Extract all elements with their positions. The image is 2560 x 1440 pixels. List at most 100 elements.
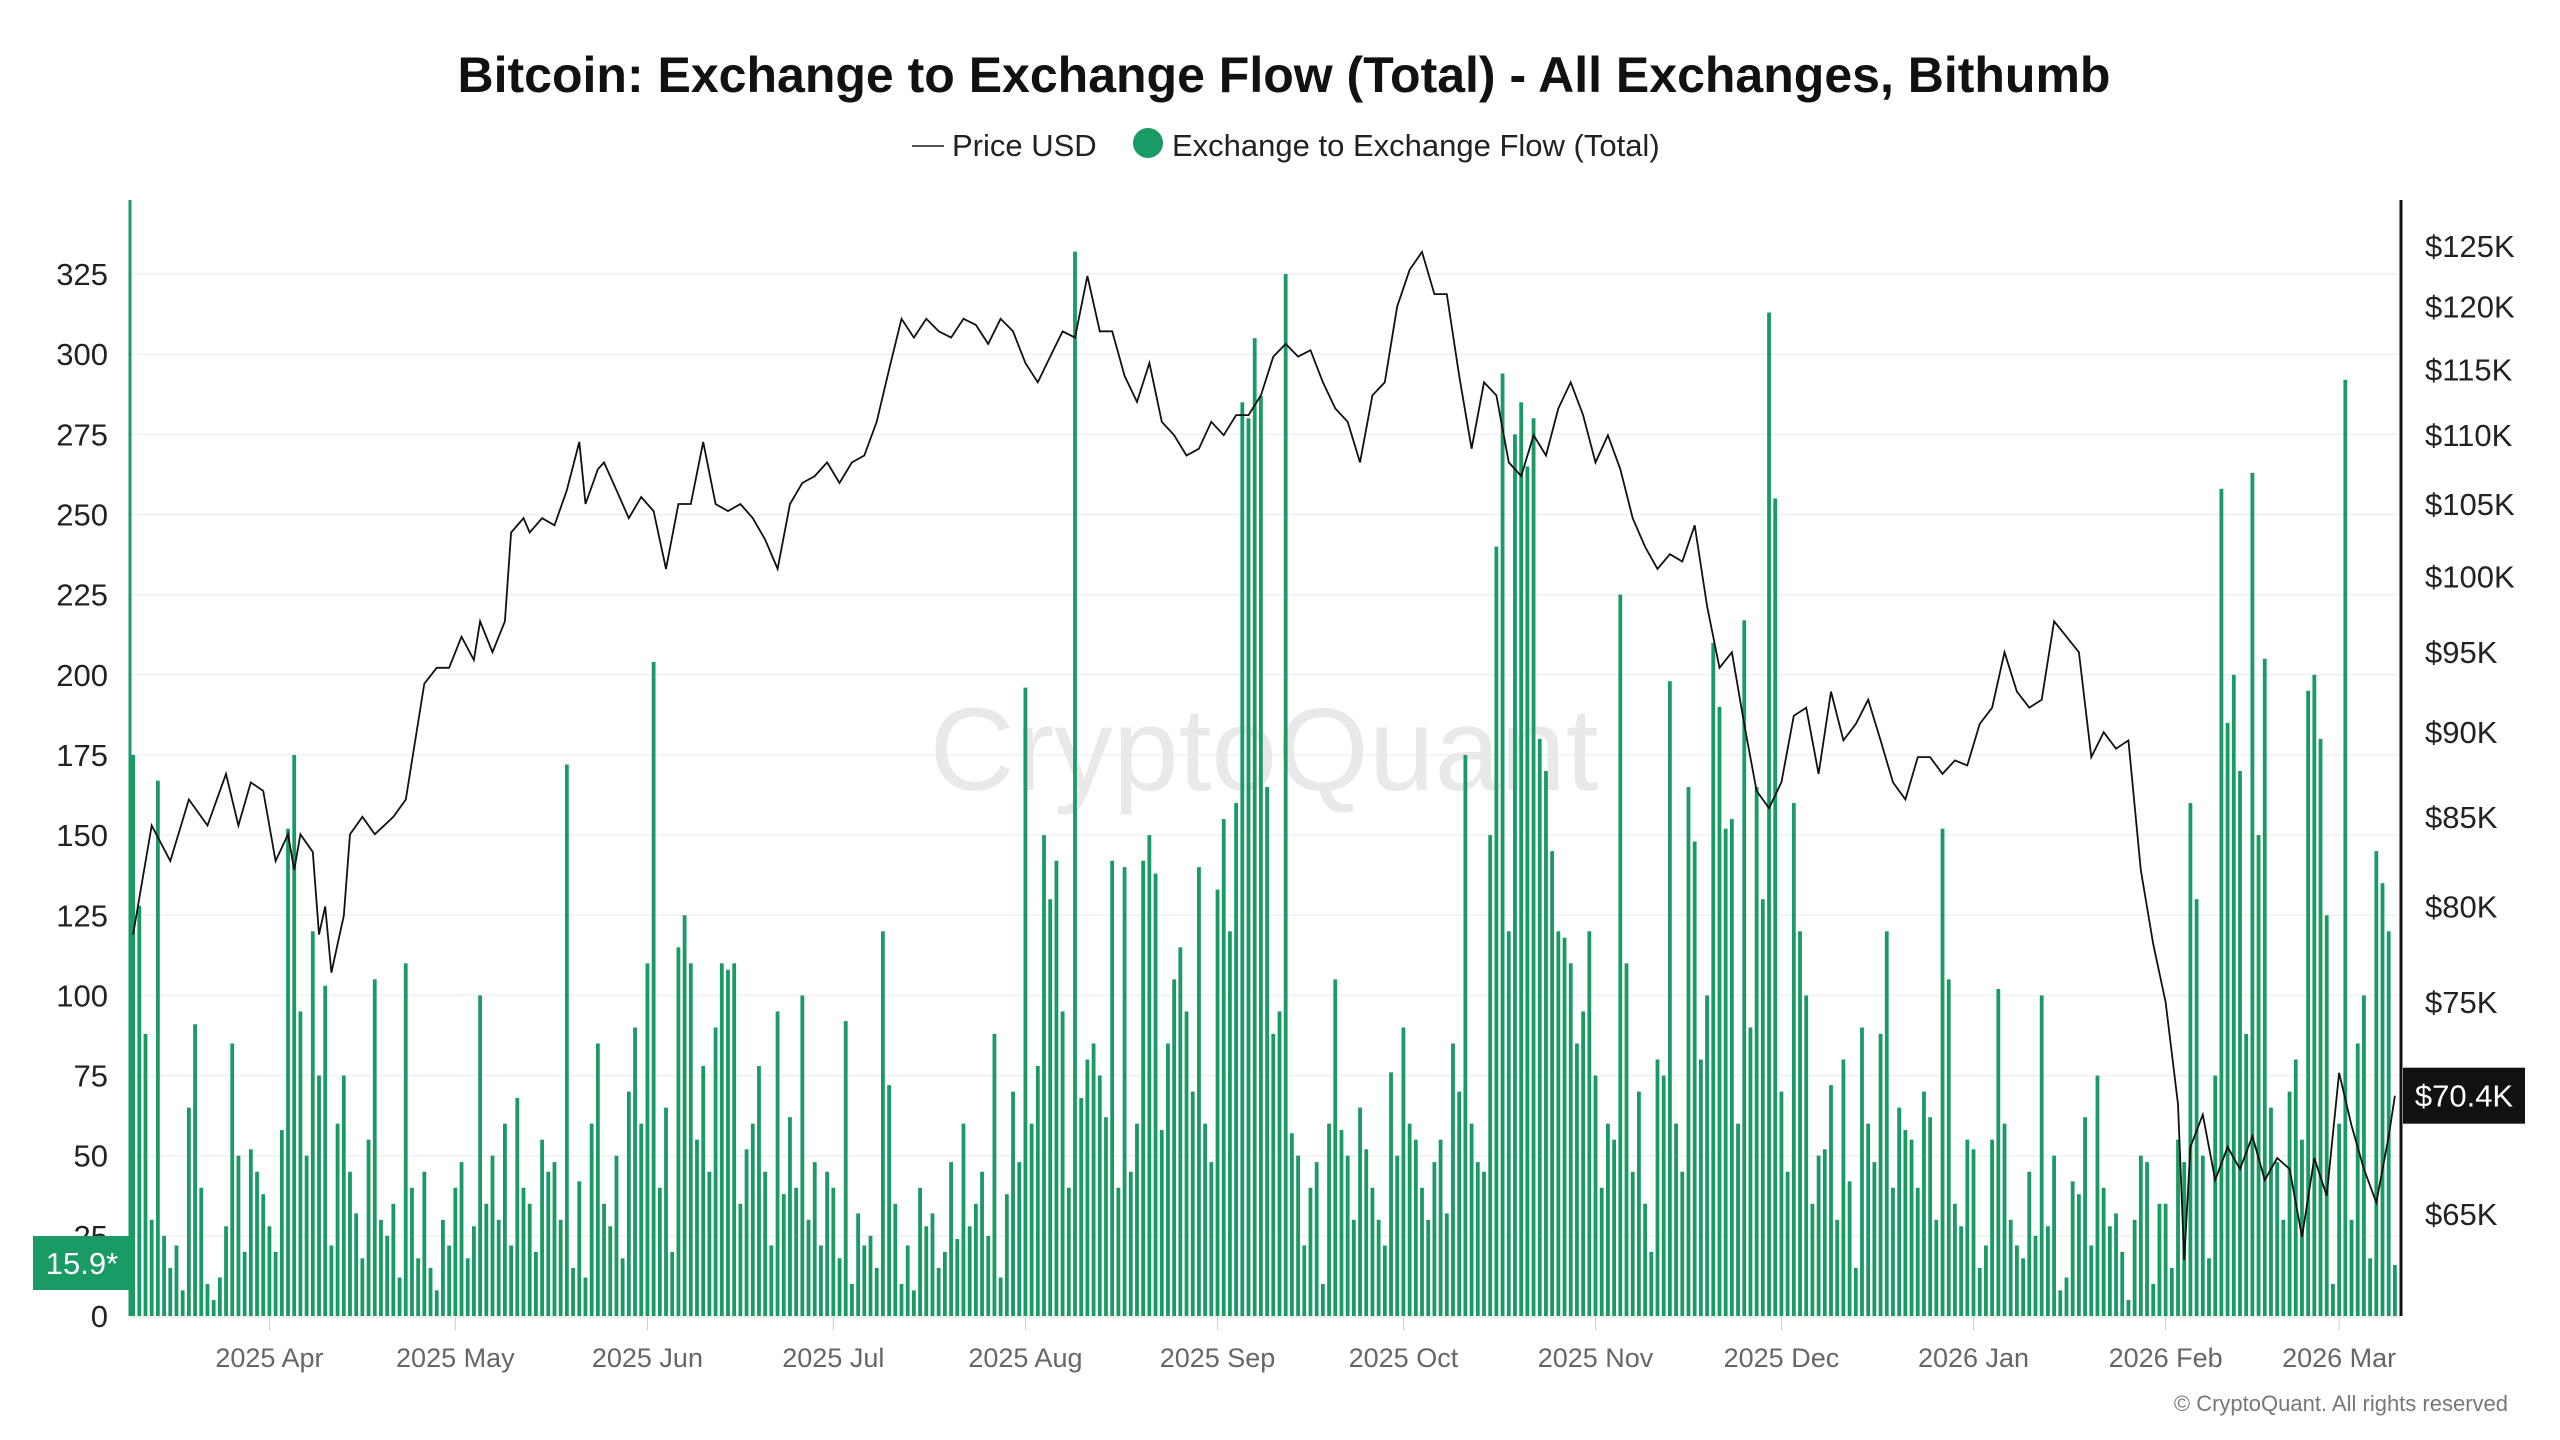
right-tick-label: $115K <box>2425 352 2513 387</box>
flow-bar <box>354 1213 359 1316</box>
flow-bar <box>2324 915 2329 1316</box>
flow-bar <box>143 1033 148 1316</box>
flow-bar <box>1618 594 1623 1316</box>
flow-bar <box>1389 1072 1393 1316</box>
flow-bar <box>2052 1155 2056 1316</box>
flow-bar <box>1042 835 1046 1316</box>
flow-bar <box>763 1171 768 1316</box>
flow-bar <box>676 947 681 1316</box>
flow-bar <box>1128 1171 1133 1316</box>
flow-bar <box>317 1075 321 1316</box>
flow-bar <box>2244 1033 2249 1316</box>
flow-bar <box>1283 274 1288 1316</box>
flow-bar <box>1017 1162 1022 1316</box>
flow-bar <box>1259 395 1263 1316</box>
right-tick-label: $125K <box>2425 229 2515 264</box>
x-tick-label: 2025 Dec <box>1724 1343 1840 1373</box>
flow-bar <box>1302 1245 1307 1316</box>
flow-bar <box>2045 1226 2050 1316</box>
flow-bar <box>1073 251 1077 1316</box>
flow-bar <box>2368 1258 2373 1316</box>
flow-bar <box>1915 1187 1920 1316</box>
flow-bar <box>527 1203 532 1316</box>
left-tick-label: 100 <box>56 978 108 1013</box>
flow-bar <box>1215 889 1220 1316</box>
flow-bar <box>372 979 377 1316</box>
flow-bar <box>2114 1213 2118 1316</box>
flow-bar <box>1519 402 1524 1316</box>
flow-bar <box>2015 1245 2019 1316</box>
gridlines <box>130 273 2398 1237</box>
x-tick-label: 2025 Aug <box>968 1343 1082 1373</box>
flow-bar <box>1358 1107 1362 1316</box>
flow-bar <box>1748 1027 1753 1316</box>
flow-bar <box>1922 1091 1926 1316</box>
flow-bar <box>1804 995 1809 1316</box>
flow-bar <box>750 1123 755 1316</box>
flow-bar <box>794 1187 799 1316</box>
flow-bar <box>2256 835 2261 1316</box>
flow-bar <box>911 1290 916 1316</box>
flow-bar <box>2331 1283 2335 1316</box>
flow-bar <box>633 1027 637 1316</box>
right-tick-label: $75K <box>2425 985 2498 1020</box>
flow-bar <box>1345 1155 1350 1316</box>
left-tick-label: 200 <box>56 658 108 693</box>
flow-bar <box>155 780 160 1316</box>
flow-bar <box>1178 947 1183 1316</box>
flow-bar <box>459 1162 464 1316</box>
x-axis-ticks: 2025 Apr 2025 May 2025 Jun 2025 Jul 2025 Aug… <box>215 1317 2396 1373</box>
flow-bar <box>2194 899 2199 1316</box>
flow-bar <box>1575 1043 1579 1316</box>
flow-bar <box>1494 546 1499 1316</box>
flow-bar <box>1240 402 1245 1316</box>
flow-bar <box>1252 338 1257 1316</box>
left-tick-label: 150 <box>56 818 108 853</box>
right-tick-label: $80K <box>2425 890 2498 925</box>
flow-bar <box>1878 1033 1883 1316</box>
x-tick-label: 2025 May <box>396 1343 515 1373</box>
left-tick-label: 125 <box>56 898 108 933</box>
flow-bar <box>564 764 569 1316</box>
legend-flow-label[interactable]: Exchange to Exchange Flow (Total) <box>1172 128 1660 163</box>
flow-bar <box>1736 1123 1740 1316</box>
flow-bar <box>589 1123 594 1316</box>
flow-bar <box>2089 1245 2094 1316</box>
flow-bar <box>255 1171 259 1316</box>
flow-bar <box>1023 687 1028 1316</box>
flow-bar <box>205 1283 210 1316</box>
flow-bar <box>1141 860 1146 1316</box>
flow-bar <box>1568 963 1573 1316</box>
flow-bar <box>936 1267 941 1316</box>
flow-bar <box>193 1024 197 1316</box>
flow-bar <box>2002 1123 2007 1316</box>
last-flow-badge: 15.9* <box>33 1236 131 1290</box>
flow-bar <box>781 1194 786 1316</box>
flow-bar <box>1079 1097 1084 1316</box>
flow-bar <box>1333 979 1338 1316</box>
flow-bar <box>162 1235 166 1316</box>
flow-bar <box>2033 1235 2038 1316</box>
flow-bar <box>1606 1123 1610 1316</box>
flow-bar <box>1327 1123 1331 1316</box>
flow-bar <box>986 1235 991 1316</box>
flow-bar <box>1990 1139 1995 1316</box>
flow-bar <box>1351 1219 1356 1316</box>
flow-bar <box>428 1267 433 1316</box>
flow-bar <box>2281 1219 2286 1316</box>
flow-bar <box>1643 1203 1647 1316</box>
flow-bar <box>695 1139 699 1316</box>
flow-bar <box>310 931 315 1316</box>
legend-price-label[interactable]: Price USD <box>952 128 1097 163</box>
flow-bar <box>1525 466 1530 1316</box>
flow-bar <box>1209 1162 1214 1316</box>
flow-bar <box>639 1123 644 1316</box>
flow-bar <box>1692 841 1697 1316</box>
flow-bar <box>1147 835 1152 1316</box>
flow-bar <box>2039 995 2044 1316</box>
flow-bar <box>1029 1123 1034 1316</box>
flow-bar <box>757 1065 761 1316</box>
flow-bar <box>416 1258 421 1316</box>
flow-bar <box>1884 931 1889 1316</box>
flow-bar <box>1599 1187 1604 1316</box>
